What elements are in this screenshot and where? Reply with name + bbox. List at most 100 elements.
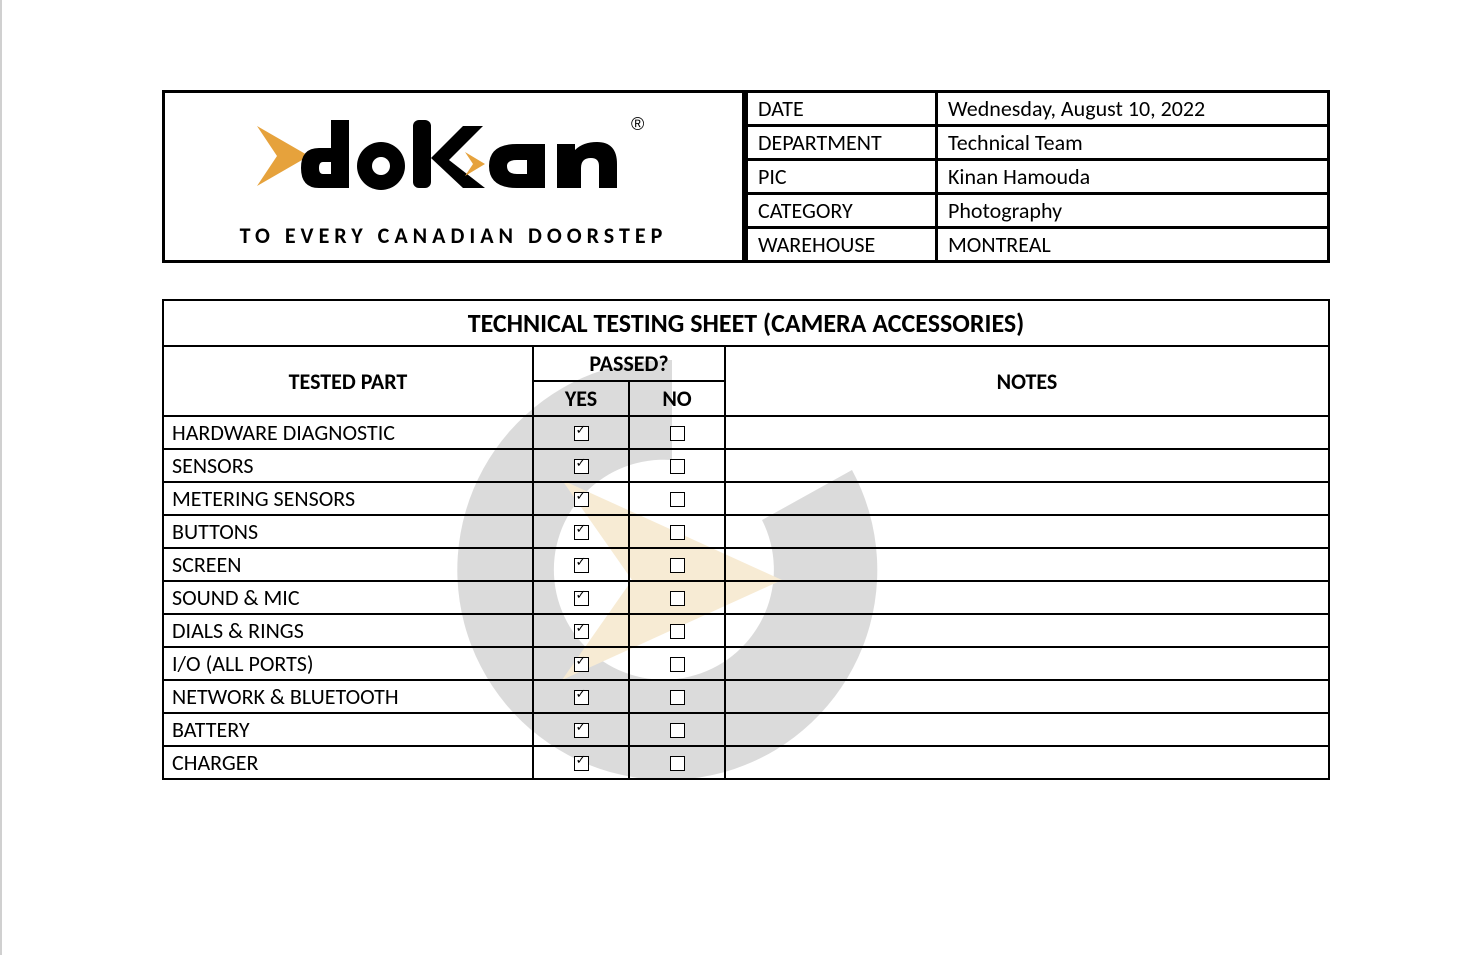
testing-sheet: TECHNICAL TESTING SHEET (CAMERA ACCESSOR… bbox=[162, 299, 1330, 780]
meta-key: CATEGORY bbox=[747, 194, 937, 228]
meta-key: PIC bbox=[747, 160, 937, 194]
tested-part-cell: I/O (ALL PORTS) bbox=[163, 647, 533, 680]
header-no: NO bbox=[629, 381, 725, 416]
checkbox-yes[interactable] bbox=[574, 657, 589, 672]
meta-value: Wednesday, August 10, 2022 bbox=[937, 92, 1329, 126]
notes-cell bbox=[725, 416, 1329, 449]
yes-cell bbox=[533, 647, 629, 680]
header-passed: PASSED? bbox=[533, 346, 725, 381]
table-row: SENSORS bbox=[163, 449, 1329, 482]
no-cell bbox=[629, 647, 725, 680]
no-cell bbox=[629, 680, 725, 713]
notes-cell bbox=[725, 647, 1329, 680]
notes-cell bbox=[725, 614, 1329, 647]
meta-key: WAREHOUSE bbox=[747, 228, 937, 262]
logo-tagline: TO EVERY CANADIAN DOORSTEP bbox=[240, 222, 668, 249]
table-row: BUTTONS bbox=[163, 515, 1329, 548]
checkbox-yes[interactable] bbox=[574, 426, 589, 441]
no-cell bbox=[629, 713, 725, 746]
tested-part-cell: BUTTONS bbox=[163, 515, 533, 548]
meta-value: Photography bbox=[937, 194, 1329, 228]
checkbox-yes[interactable] bbox=[574, 723, 589, 738]
notes-cell bbox=[725, 680, 1329, 713]
checkbox-yes[interactable] bbox=[574, 591, 589, 606]
checkbox-yes[interactable] bbox=[574, 690, 589, 705]
notes-cell bbox=[725, 548, 1329, 581]
table-row: DIALS & RINGS bbox=[163, 614, 1329, 647]
checkbox-yes[interactable] bbox=[574, 492, 589, 507]
checkbox-no[interactable] bbox=[670, 426, 685, 441]
table-row: SOUND & MIC bbox=[163, 581, 1329, 614]
tested-part-cell: HARDWARE DIAGNOSTIC bbox=[163, 416, 533, 449]
tested-part-cell: CHARGER bbox=[163, 746, 533, 779]
checkbox-yes[interactable] bbox=[574, 525, 589, 540]
notes-cell bbox=[725, 482, 1329, 515]
yes-cell bbox=[533, 680, 629, 713]
yes-cell bbox=[533, 449, 629, 482]
meta-value: MONTREAL bbox=[937, 228, 1329, 262]
checkbox-no[interactable] bbox=[670, 525, 685, 540]
yes-cell bbox=[533, 416, 629, 449]
notes-cell bbox=[725, 713, 1329, 746]
checkbox-no[interactable] bbox=[670, 624, 685, 639]
checkbox-no[interactable] bbox=[670, 657, 685, 672]
notes-cell bbox=[725, 746, 1329, 779]
yes-cell bbox=[533, 515, 629, 548]
tested-part-cell: SENSORS bbox=[163, 449, 533, 482]
checkbox-no[interactable] bbox=[670, 690, 685, 705]
no-cell bbox=[629, 548, 725, 581]
tested-part-cell: BATTERY bbox=[163, 713, 533, 746]
tested-part-cell: SCREEN bbox=[163, 548, 533, 581]
checkbox-no[interactable] bbox=[670, 591, 685, 606]
checkbox-no[interactable] bbox=[670, 756, 685, 771]
no-cell bbox=[629, 449, 725, 482]
yes-cell bbox=[533, 482, 629, 515]
yes-cell bbox=[533, 746, 629, 779]
checkbox-yes[interactable] bbox=[574, 558, 589, 573]
table-row: BATTERY bbox=[163, 713, 1329, 746]
checkbox-no[interactable] bbox=[670, 558, 685, 573]
notes-cell bbox=[725, 515, 1329, 548]
table-row: NETWORK & BLUETOOTH bbox=[163, 680, 1329, 713]
table-row: METERING SENSORS bbox=[163, 482, 1329, 515]
checkbox-yes[interactable] bbox=[574, 624, 589, 639]
header-tested-part: TESTED PART bbox=[163, 346, 533, 416]
header-notes: NOTES bbox=[725, 346, 1329, 416]
checkbox-no[interactable] bbox=[670, 723, 685, 738]
meta-row: DEPARTMENTTechnical Team bbox=[747, 126, 1329, 160]
yes-cell bbox=[533, 548, 629, 581]
no-cell bbox=[629, 614, 725, 647]
checkbox-yes[interactable] bbox=[574, 459, 589, 474]
meta-value: Kinan Hamouda bbox=[937, 160, 1329, 194]
yes-cell bbox=[533, 713, 629, 746]
no-cell bbox=[629, 581, 725, 614]
no-cell bbox=[629, 515, 725, 548]
meta-row: PICKinan Hamouda bbox=[747, 160, 1329, 194]
yes-cell bbox=[533, 581, 629, 614]
header-row: ® TO EVERY CANADIAN DOORSTEP DATEWednesd… bbox=[162, 90, 1330, 263]
tested-part-cell: SOUND & MIC bbox=[163, 581, 533, 614]
table-row: SCREEN bbox=[163, 548, 1329, 581]
table-row: CHARGER bbox=[163, 746, 1329, 779]
no-cell bbox=[629, 482, 725, 515]
logo-cell: ® TO EVERY CANADIAN DOORSTEP bbox=[162, 90, 745, 263]
meta-key: DEPARTMENT bbox=[747, 126, 937, 160]
registered-mark: ® bbox=[631, 114, 644, 134]
checkbox-no[interactable] bbox=[670, 459, 685, 474]
tested-part-cell: DIALS & RINGS bbox=[163, 614, 533, 647]
table-row: I/O (ALL PORTS) bbox=[163, 647, 1329, 680]
meta-row: CATEGORYPhotography bbox=[747, 194, 1329, 228]
meta-row: DATEWednesday, August 10, 2022 bbox=[747, 92, 1329, 126]
no-cell bbox=[629, 746, 725, 779]
no-cell bbox=[629, 416, 725, 449]
meta-row: WAREHOUSEMONTREAL bbox=[747, 228, 1329, 262]
header-yes: YES bbox=[533, 381, 629, 416]
checkbox-no[interactable] bbox=[670, 492, 685, 507]
yes-cell bbox=[533, 614, 629, 647]
checkbox-yes[interactable] bbox=[574, 756, 589, 771]
meta-key: DATE bbox=[747, 92, 937, 126]
notes-cell bbox=[725, 449, 1329, 482]
tested-part-cell: NETWORK & BLUETOOTH bbox=[163, 680, 533, 713]
meta-value: Technical Team bbox=[937, 126, 1329, 160]
tested-part-cell: METERING SENSORS bbox=[163, 482, 533, 515]
